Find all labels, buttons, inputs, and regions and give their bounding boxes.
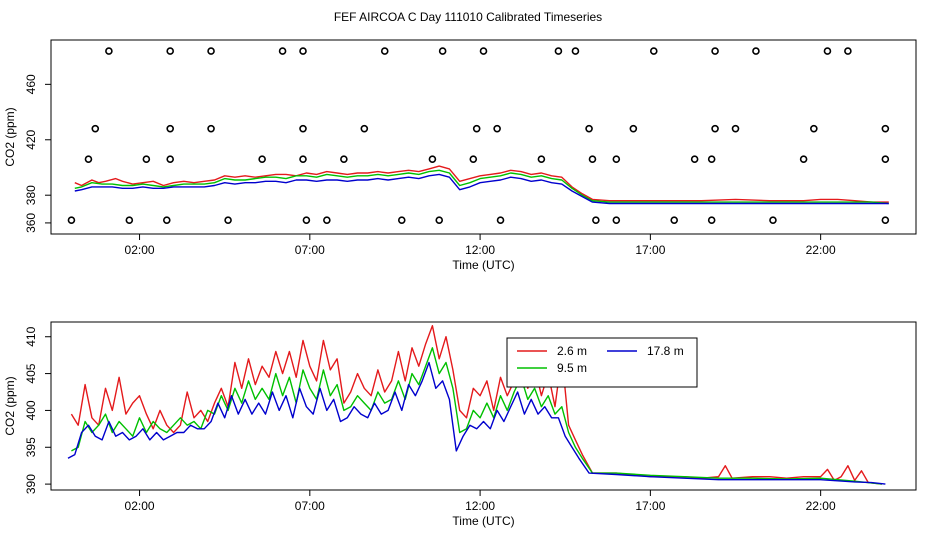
data-point	[340, 155, 348, 163]
y-tick-label: 380	[24, 185, 38, 205]
series-line-17-8-m	[74, 173, 889, 205]
data-point	[166, 47, 174, 55]
data-point	[881, 155, 890, 163]
data-point	[207, 47, 215, 55]
data-point	[166, 124, 174, 133]
data-point	[302, 216, 311, 224]
data-point	[224, 216, 232, 224]
data-point	[125, 216, 134, 224]
x-tick-label: 02:00	[125, 243, 155, 257]
data-point	[690, 155, 699, 163]
data-point	[707, 216, 716, 224]
x-tick-label: 17:00	[635, 243, 665, 257]
data-point	[323, 216, 331, 224]
data-point	[67, 216, 76, 224]
y-tick-label: 390	[24, 474, 38, 494]
legend-label: 17.8 m	[647, 344, 684, 358]
data-point	[629, 124, 638, 133]
y-tick-label: 400	[24, 400, 38, 420]
data-point	[479, 47, 488, 55]
data-point	[799, 155, 808, 163]
data-point	[823, 47, 832, 55]
x-tick-label: 22:00	[806, 499, 836, 513]
data-point	[844, 47, 852, 55]
y-tick-label: 360	[24, 213, 38, 233]
series-line-9-5-m	[71, 347, 882, 485]
series-line-2-6-m	[74, 165, 889, 203]
data-point	[752, 47, 760, 55]
data-point	[810, 124, 818, 133]
y-tick-label: 420	[24, 129, 38, 149]
x-tick-label: 22:00	[806, 243, 836, 257]
x-tick-label: 07:00	[295, 499, 325, 513]
data-point	[881, 124, 890, 133]
data-point	[360, 124, 369, 133]
data-point	[493, 124, 501, 133]
y-tick-label: 460	[24, 74, 38, 94]
data-point	[299, 124, 307, 133]
data-point	[670, 216, 679, 224]
data-point	[612, 216, 621, 224]
data-point	[91, 124, 100, 133]
plot-area	[67, 47, 890, 224]
data-point	[428, 155, 437, 163]
plot-area	[67, 325, 886, 485]
data-point	[881, 216, 890, 224]
data-point	[469, 155, 478, 163]
data-point	[435, 216, 444, 224]
y-tick-label: 395	[24, 437, 38, 457]
data-point	[707, 155, 716, 163]
data-point	[278, 47, 287, 55]
data-point	[166, 155, 174, 163]
data-point	[299, 47, 307, 55]
legend-label: 9.5 m	[557, 361, 587, 375]
data-point	[711, 47, 719, 55]
plot-frame	[50, 321, 917, 491]
data-point	[769, 216, 777, 224]
data-point	[649, 47, 658, 55]
x-axis-label: Time (UTC)	[452, 514, 514, 528]
data-point	[496, 216, 505, 224]
data-point	[537, 155, 546, 163]
x-tick-label: 02:00	[125, 499, 155, 513]
data-point	[142, 155, 151, 163]
data-point	[207, 124, 215, 133]
y-tick-label: 405	[24, 363, 38, 383]
data-point	[162, 216, 171, 224]
chart-title: FEF AIRCOA C Day 111010 Calibrated Times…	[334, 10, 602, 24]
data-point	[258, 155, 266, 163]
legend-label: 2.6 m	[557, 344, 587, 358]
data-point	[585, 124, 593, 133]
y-axis-label: CO2 (ppm)	[3, 376, 17, 435]
data-point	[84, 155, 93, 163]
data-point	[105, 47, 113, 55]
legend-box	[506, 337, 698, 388]
x-tick-label: 12:00	[465, 243, 495, 257]
y-tick-label: 410	[24, 326, 38, 346]
data-point	[554, 47, 563, 55]
data-point	[438, 47, 447, 55]
data-point	[571, 47, 580, 55]
data-point	[299, 155, 307, 163]
x-tick-label: 12:00	[465, 499, 495, 513]
plot-frame	[50, 39, 917, 235]
data-point	[588, 155, 597, 163]
data-point	[397, 216, 406, 224]
data-point	[731, 124, 740, 133]
data-point	[592, 216, 600, 224]
data-point	[472, 124, 481, 133]
data-point	[711, 124, 719, 133]
x-tick-label: 07:00	[295, 243, 325, 257]
y-axis-label: CO2 (ppm)	[3, 107, 17, 166]
x-axis-label: Time (UTC)	[452, 258, 514, 272]
data-point	[380, 47, 389, 55]
x-tick-label: 17:00	[635, 499, 665, 513]
series-line-17-8-m	[67, 361, 886, 485]
data-point	[612, 155, 621, 163]
series-line-9-5-m	[74, 169, 889, 205]
panel-top: 02:00 07:00 12:00 17:00 22:00 360 380 420 460 Tim…	[3, 39, 917, 272]
panel-bottom: 02:00 07:00 12:00 17:00 22:00 390 395 400 405 410…	[3, 321, 917, 528]
